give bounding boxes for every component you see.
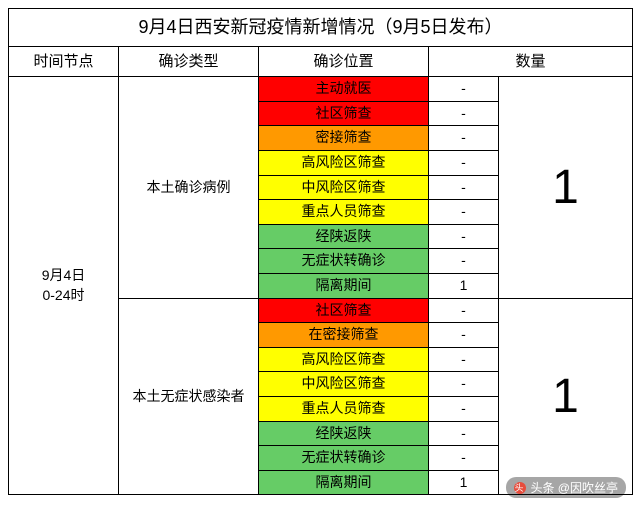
header-time: 时间节点 xyxy=(9,47,119,77)
location-cell: 无症状转确诊 xyxy=(259,446,429,471)
location-cell: 重点人员筛查 xyxy=(259,396,429,421)
value-cell: - xyxy=(429,396,499,421)
location-cell: 社区筛查 xyxy=(259,298,429,323)
value-cell: - xyxy=(429,77,499,102)
location-cell: 经陕返陕 xyxy=(259,421,429,446)
watermark-icon: 头 xyxy=(514,482,526,494)
total-cell: 1 xyxy=(499,298,633,495)
location-cell: 隔离期间 xyxy=(259,273,429,298)
value-cell: - xyxy=(429,150,499,175)
location-cell: 经陕返陕 xyxy=(259,224,429,249)
value-cell: - xyxy=(429,200,499,225)
value-cell: - xyxy=(429,347,499,372)
value-cell: - xyxy=(429,224,499,249)
covid-table: 9月4日西安新冠疫情新增情况（9月5日发布）时间节点确诊类型确诊位置数量 9月4日… xyxy=(8,8,633,495)
table-title: 9月4日西安新冠疫情新增情况（9月5日发布） xyxy=(9,9,633,47)
value-cell: 1 xyxy=(429,470,499,495)
location-cell: 高风险区筛查 xyxy=(259,347,429,372)
location-cell: 密接筛查 xyxy=(259,126,429,151)
location-cell: 在密接筛查 xyxy=(259,323,429,348)
value-cell: - xyxy=(429,175,499,200)
watermark: 头 头条 @因吹丝亭 xyxy=(506,477,626,498)
value-cell: - xyxy=(429,421,499,446)
location-cell: 无症状转确诊 xyxy=(259,249,429,274)
location-cell: 主动就医 xyxy=(259,77,429,102)
value-cell: - xyxy=(429,323,499,348)
total-cell: 1 xyxy=(499,77,633,298)
value-cell: - xyxy=(429,446,499,471)
location-cell: 高风险区筛查 xyxy=(259,150,429,175)
type-cell: 本土确诊病例 xyxy=(119,77,259,298)
value-cell: - xyxy=(429,126,499,151)
location-cell: 中风险区筛查 xyxy=(259,175,429,200)
value-cell: 1 xyxy=(429,273,499,298)
location-cell: 中风险区筛查 xyxy=(259,372,429,397)
header-type: 确诊类型 xyxy=(119,47,259,77)
location-cell: 隔离期间 xyxy=(259,470,429,495)
value-cell: - xyxy=(429,249,499,274)
time-cell: 9月4日 0-24时 xyxy=(9,77,119,495)
location-cell: 重点人员筛查 xyxy=(259,200,429,225)
value-cell: - xyxy=(429,101,499,126)
header-count: 数量 xyxy=(429,47,633,77)
header-location: 确诊位置 xyxy=(259,47,429,77)
type-cell: 本土无症状感染者 xyxy=(119,298,259,495)
value-cell: - xyxy=(429,372,499,397)
watermark-text: 头条 @因吹丝亭 xyxy=(530,479,618,496)
location-cell: 社区筛查 xyxy=(259,101,429,126)
value-cell: - xyxy=(429,298,499,323)
